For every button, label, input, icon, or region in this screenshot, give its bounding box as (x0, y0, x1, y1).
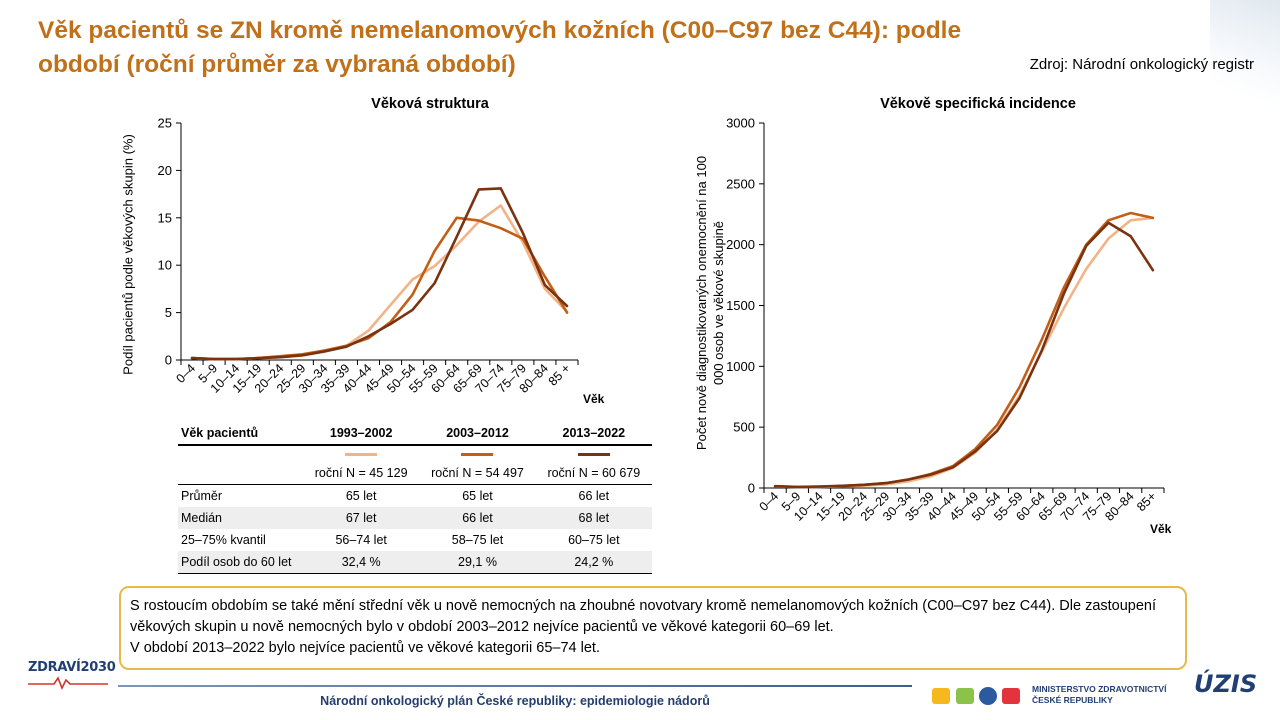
y-tick-label: 500 (733, 420, 755, 435)
x-axis-label-incidence: Věk (1150, 522, 1172, 536)
table-row: Medián 67 let 66 let 68 let (178, 507, 652, 529)
table-cell: 60–75 let (568, 533, 620, 547)
y-tick-label: 3000 (726, 116, 755, 131)
ministry-logo-line-1: MINISTERSTVO ZDRAVOTNICTVÍ (1032, 684, 1167, 694)
x-tick-label: 0–4 (757, 489, 782, 514)
y-tick-label: 2000 (726, 237, 755, 252)
ministry-logo: MINISTERSTVO ZDRAVOTNICTVÍ ČESKÉ REPUBLI… (1032, 684, 1166, 706)
legend-swatch-2013-2022 (577, 453, 610, 457)
y-tick-label: 0 (165, 353, 172, 368)
table-count-cell: roční N = 54 497 (419, 462, 536, 485)
table-row: 25–75% kvantil 56–74 let 58–75 let 60–75… (178, 529, 652, 551)
summary-note-text: S rostoucím obdobím se také mění střední… (130, 598, 1157, 635)
table-cell: 24,2 % (535, 551, 652, 574)
table-count-cell: roční N = 45 129 (303, 462, 420, 485)
source-note: Zdroj: Národní onkologický registr (1029, 56, 1254, 73)
heartbeat-icon (28, 676, 108, 690)
chart-title-age-structure: Věková struktura (371, 96, 489, 112)
table-cell: 66 let (419, 507, 536, 529)
table-header-cell: 2013–2022 (535, 422, 652, 446)
table-row-label: Průměr (181, 489, 222, 503)
y-tick-label: 25 (158, 116, 172, 131)
table-cell: 66 let (578, 489, 610, 503)
y-tick-label: 0 (748, 481, 755, 496)
table-row-label: Podíl osob do 60 let (178, 551, 303, 574)
table-cell: 67 let (303, 507, 420, 529)
chart-title-incidence: Věkově specifická incidence (880, 96, 1076, 112)
table-count-cell: roční N = 60 679 (535, 462, 652, 485)
y-tick-label: 10 (158, 258, 172, 273)
ministry-logo-line-2: ČESKÉ REPUBLIKY (1032, 695, 1113, 705)
table-cell: 29,1 % (419, 551, 536, 574)
series-line-2013–2022 (773, 221, 1155, 489)
table-cell: 65 let (462, 489, 493, 503)
table-cell: 56–74 let (335, 533, 387, 547)
zdravi2030-logo: ZDRAVÍ2030 (28, 660, 116, 690)
y-tick-label: 2500 (726, 176, 755, 191)
table-count-row: roční N = 45 129 roční N = 54 497 roční … (178, 462, 652, 485)
table-row: Podíl osob do 60 let 32,4 % 29,1 % 24,2 … (178, 551, 652, 574)
table-row-label: Medián (178, 507, 303, 529)
x-tick-label: 85+ (1134, 489, 1159, 514)
table-header-cell: 1993–2002 (303, 422, 420, 446)
page-title: Věk pacientů se ZN kromě nemelanomových … (38, 17, 962, 78)
y-tick-label: 15 (158, 210, 172, 225)
table-legend-row (178, 445, 652, 462)
footer-divider (118, 685, 912, 687)
table-header-row: Věk pacientů 1993–2002 2003–2012 2013–20… (178, 422, 652, 446)
series-line-2013–2022 (190, 187, 569, 361)
table-row-label: 25–75% kvantil (181, 533, 266, 547)
series-line-1993–2002 (773, 216, 1155, 489)
y-tick-label: 1500 (726, 298, 755, 313)
legend-swatch-2003-2012 (461, 453, 494, 457)
summary-note-text-2: V období 2013–2022 bylo nejvíce pacientů… (130, 640, 600, 656)
y-tick-label: 20 (158, 163, 172, 178)
table-cell: 32,4 % (303, 551, 420, 574)
table-row: Průměr 65 let 65 let 66 let (178, 485, 652, 508)
corner-decoration (1210, 0, 1280, 110)
zdravi2030-logo-text: ZDRAVÍ2030 (28, 660, 116, 675)
y-tick-label: 1000 (726, 359, 755, 374)
table-cell: 68 let (535, 507, 652, 529)
footer-title: Národní onkologický plán České republiky… (320, 694, 710, 708)
summary-note-box: S rostoucím obdobím se také mění střední… (119, 586, 1187, 670)
legend-swatch-1993-2002 (345, 453, 378, 457)
x-axis-label-age-structure: Věk (583, 392, 605, 406)
table-header-cell: Věk pacientů (178, 422, 303, 446)
y-tick-label: 5 (165, 305, 172, 320)
table-cell: 65 let (345, 489, 377, 503)
age-stats-table: Věk pacientů 1993–2002 2003–2012 2013–20… (178, 422, 652, 574)
uzis-logo: ÚZIS (1194, 670, 1258, 698)
program-icons-logo (932, 687, 1020, 705)
table-header-cell: 2003–2012 (419, 422, 536, 446)
table-cell: 58–75 let (451, 533, 504, 547)
